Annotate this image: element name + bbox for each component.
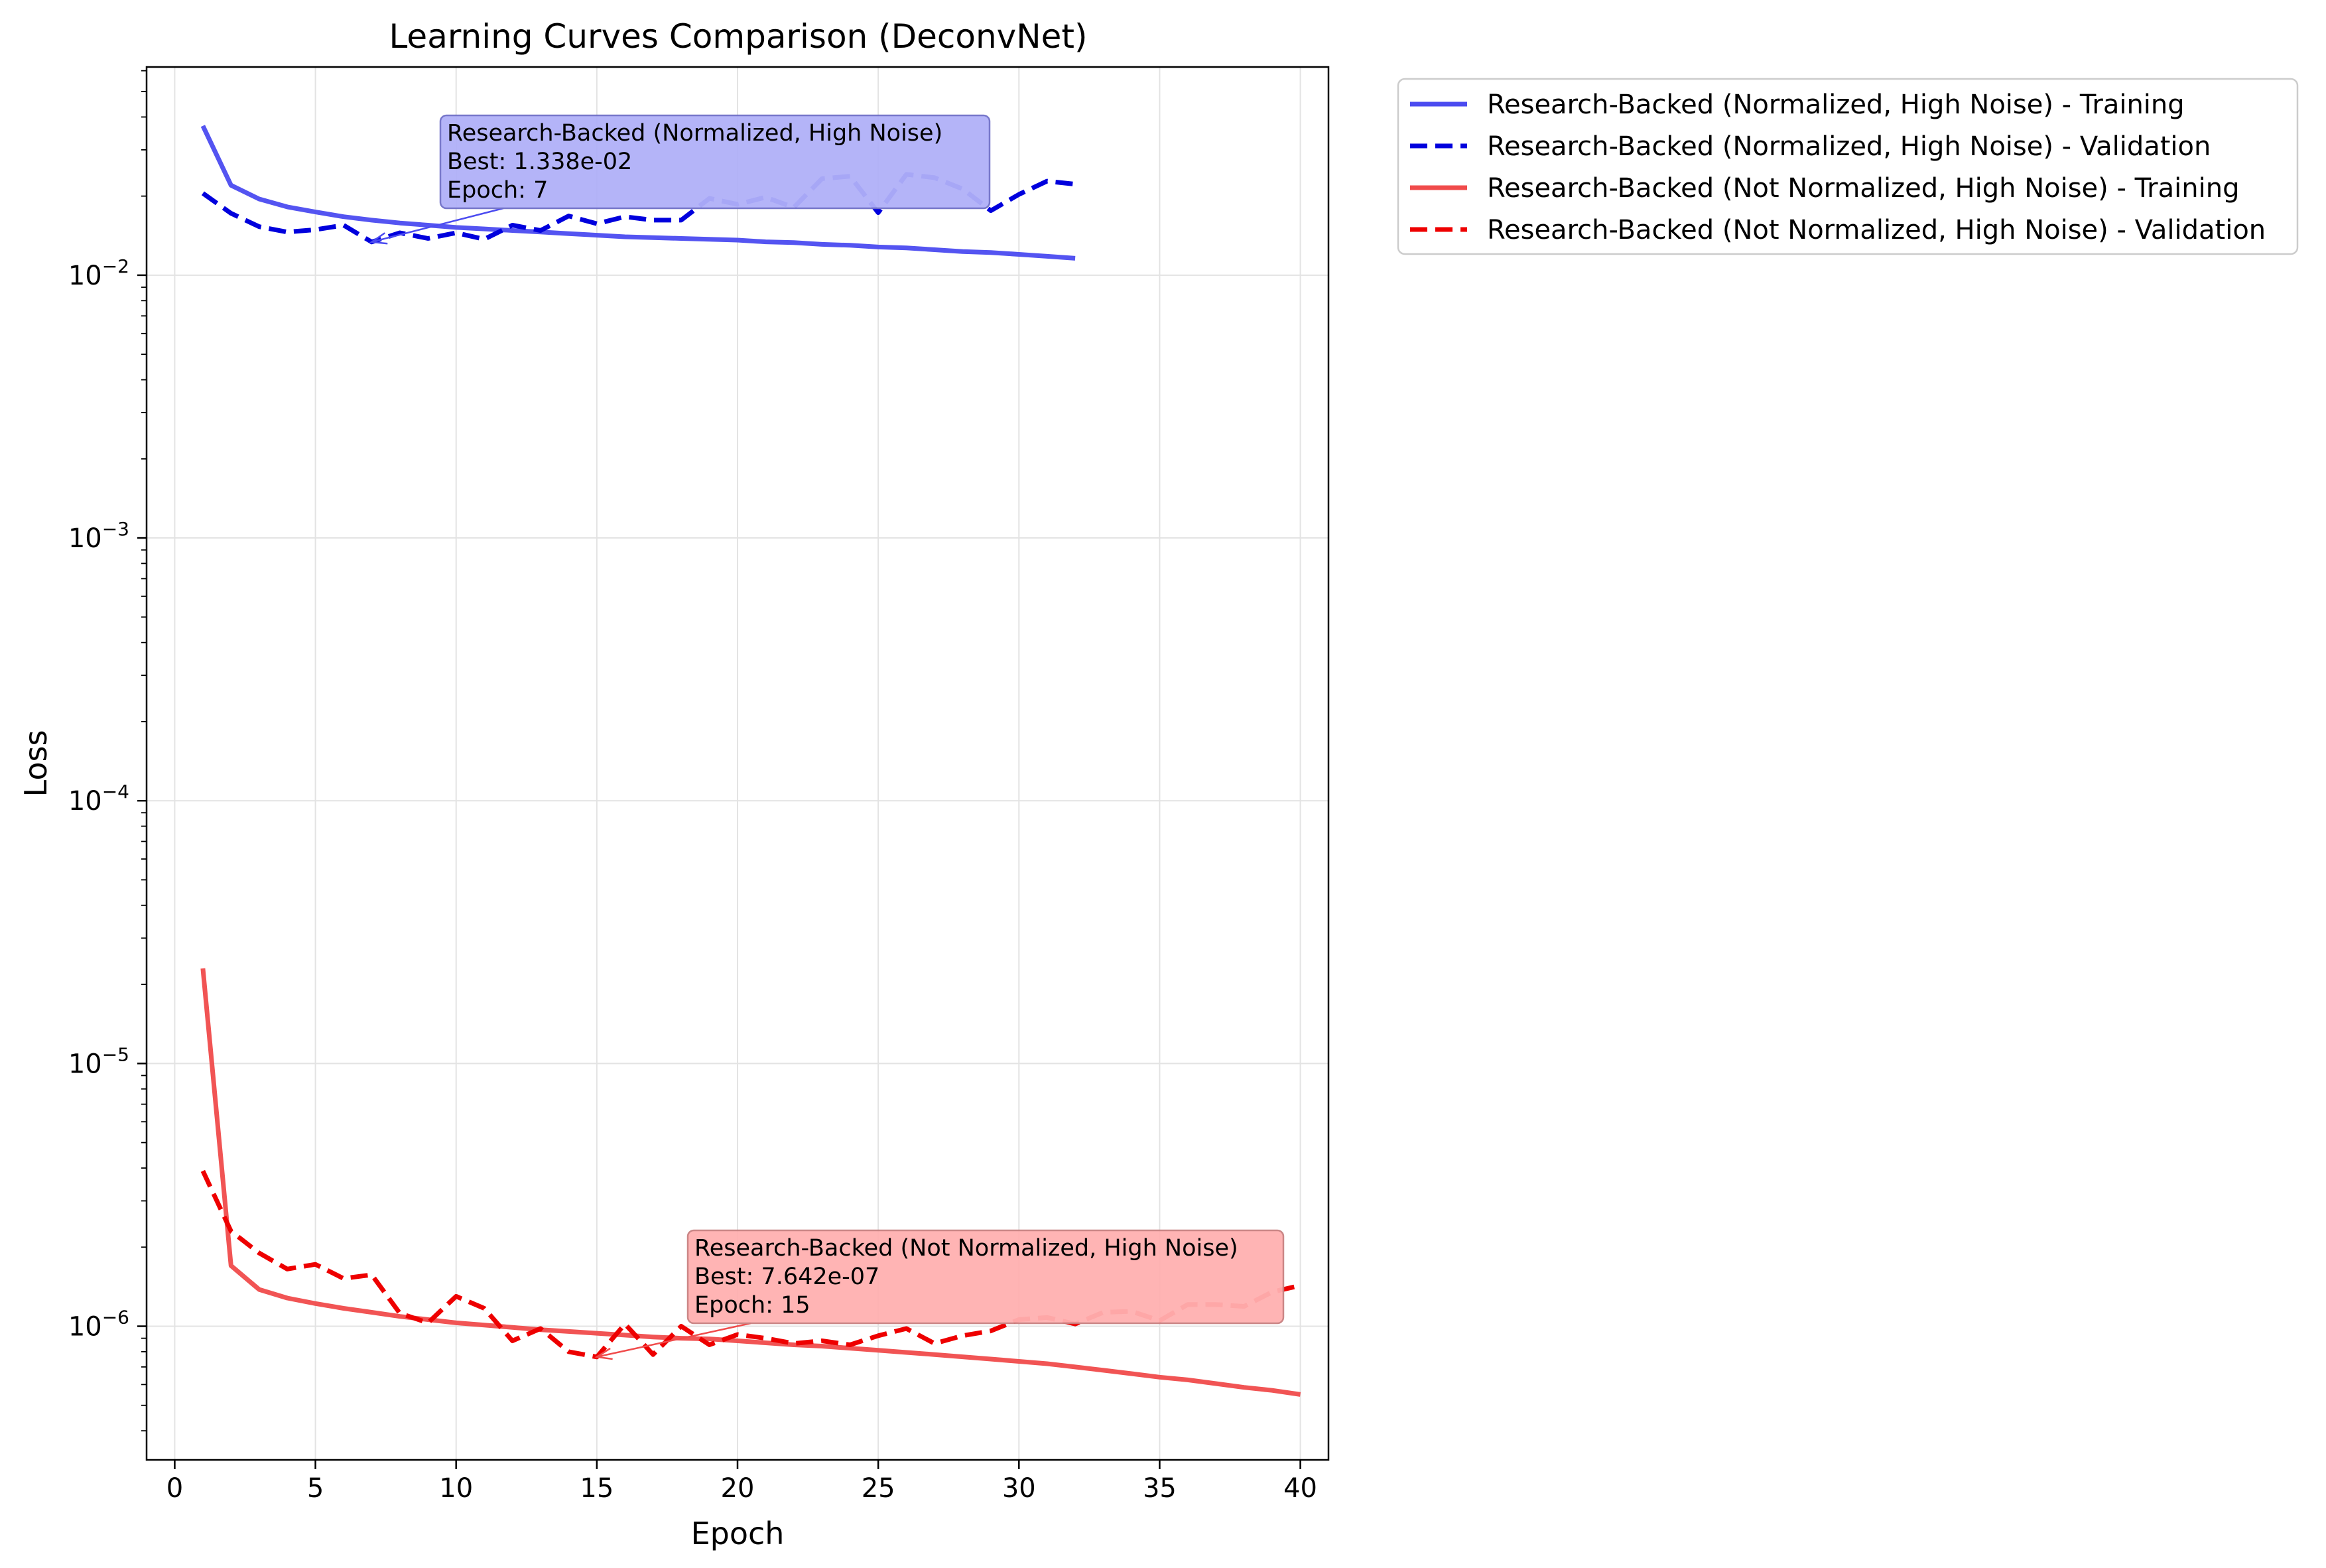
annotation-text: Epoch: 7 <box>447 177 548 204</box>
y-tick-label: 10−5 <box>68 1043 129 1079</box>
annotation-box <box>686 1229 1285 1325</box>
legend-label: Research-Backed (Normalized, High Noise)… <box>1487 90 2185 120</box>
x-tick-label: 30 <box>1002 1473 1036 1504</box>
legend: Research-Backed (Normalized, High Noise)… <box>1397 78 2299 255</box>
y-tick-label: 10−6 <box>68 1307 129 1342</box>
x-tick-label: 25 <box>862 1473 895 1504</box>
y-tick-label: 10−2 <box>68 255 129 291</box>
legend-label: Research-Backed (Not Normalized, High No… <box>1487 215 2266 245</box>
y-axis-label: Loss <box>18 730 54 797</box>
legend-label: Research-Backed (Not Normalized, High No… <box>1487 173 2239 204</box>
annotation-arrowhead <box>594 1347 613 1360</box>
legend-box <box>1397 78 2299 255</box>
annotation-text: Best: 1.338e-02 <box>447 149 632 175</box>
annotation-text: Research-Backed (Not Normalized, High No… <box>694 1235 1238 1262</box>
x-axis-label: Epoch <box>691 1516 785 1551</box>
y-tick-label: 10−3 <box>68 518 129 554</box>
series-line <box>200 125 1076 261</box>
legend-label: Research-Backed (Normalized, High Noise)… <box>1487 131 2211 162</box>
annotations: Research-Backed (Normalized, High Noise)… <box>369 114 1285 1360</box>
chart-title: Learning Curves Comparison (DeconvNet) <box>389 17 1087 56</box>
series-line <box>200 968 1301 1397</box>
annotation-arrow <box>596 1322 751 1358</box>
x-tick-label: 0 <box>166 1473 183 1504</box>
annotation-text: Epoch: 15 <box>694 1292 810 1319</box>
annotation-arrow <box>371 207 504 243</box>
x-tick-label: 10 <box>439 1473 473 1504</box>
x-tick-label: 35 <box>1143 1473 1177 1504</box>
annotation-text: Best: 7.642e-07 <box>694 1264 879 1290</box>
y-tick-label: 10−4 <box>68 781 129 817</box>
axes: 0 5 10 15 20 25 30 35 40 10−6 10−5 10−4 10−3 10−2 <box>68 70 1317 1504</box>
x-tick-label: 20 <box>721 1473 755 1504</box>
annotation-box <box>439 114 991 210</box>
annotation-text: Research-Backed (Normalized, High Noise) <box>447 120 942 147</box>
x-tick-label: 15 <box>580 1473 614 1504</box>
x-tick-label: 40 <box>1283 1473 1317 1504</box>
annotation-arrowhead <box>369 232 388 245</box>
x-tick-label: 5 <box>307 1473 324 1504</box>
